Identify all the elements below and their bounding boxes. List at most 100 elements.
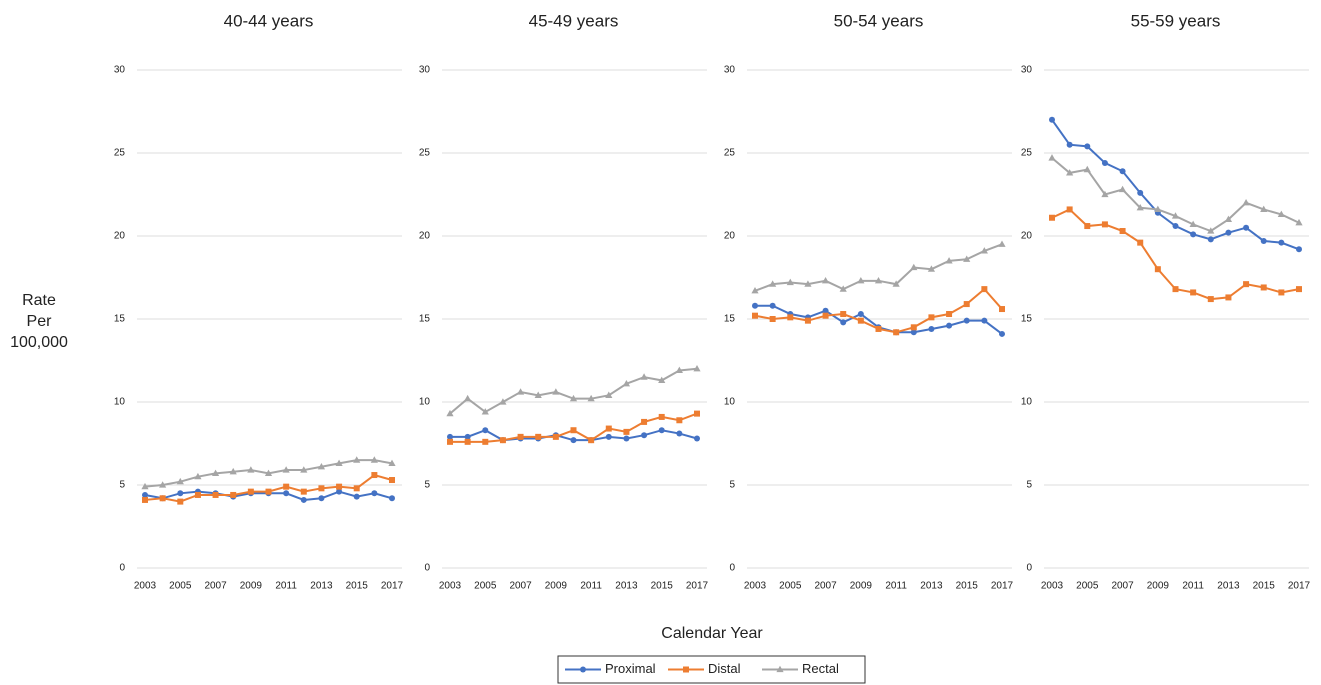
marker <box>1190 231 1197 238</box>
marker <box>857 317 864 324</box>
x-tick-label: 2011 <box>1182 581 1204 592</box>
x-tick-label: 2017 <box>991 581 1014 592</box>
marker <box>1119 168 1126 175</box>
marker <box>928 314 935 321</box>
marker <box>176 477 184 485</box>
marker <box>230 491 237 498</box>
marker <box>981 317 988 324</box>
marker <box>875 325 882 332</box>
legend-marker <box>776 665 784 673</box>
marker <box>1224 215 1233 222</box>
x-tick-label: 2003 <box>134 581 157 592</box>
marker <box>211 469 220 476</box>
y-tick-label: 30 <box>724 65 736 76</box>
marker <box>317 462 326 470</box>
marker <box>142 496 148 503</box>
marker <box>141 482 149 490</box>
marker <box>769 302 776 309</box>
marker <box>981 286 988 293</box>
marker <box>946 322 953 329</box>
marker <box>177 490 184 497</box>
marker <box>1049 116 1055 123</box>
marker <box>605 433 612 440</box>
legend-box <box>557 655 866 684</box>
marker <box>482 427 489 434</box>
marker <box>1119 228 1126 235</box>
marker <box>1083 165 1091 173</box>
marker <box>336 488 343 495</box>
marker <box>752 312 758 319</box>
marker <box>481 408 489 415</box>
marker <box>282 466 290 473</box>
y-tick-label: 30 <box>114 65 126 76</box>
marker <box>247 488 254 495</box>
marker <box>821 277 830 284</box>
marker <box>1260 237 1267 244</box>
marker <box>1066 169 1074 176</box>
x-tick-label: 2011 <box>580 581 602 592</box>
marker <box>658 413 665 420</box>
marker <box>1172 286 1179 293</box>
y-tick-label: 20 <box>724 231 736 242</box>
y-tick-label: 25 <box>419 148 431 159</box>
marker <box>1190 289 1197 296</box>
marker <box>1048 154 1056 161</box>
y-tick-label: 15 <box>724 314 736 325</box>
marker <box>570 437 577 444</box>
legend-marker <box>580 666 586 673</box>
y-tick-label: 0 <box>119 563 125 574</box>
x-tick-label: 2007 <box>1111 581 1134 592</box>
y-tick-label: 5 <box>729 480 735 491</box>
marker <box>874 277 883 284</box>
marker <box>353 485 360 492</box>
marker <box>229 467 237 475</box>
marker <box>1278 289 1285 296</box>
marker <box>1260 205 1268 213</box>
marker <box>336 483 343 490</box>
y-tick-label: 10 <box>114 397 126 408</box>
x-tick-label: 2017 <box>1288 581 1311 592</box>
marker <box>318 485 325 492</box>
legend: Proximal Distal Rectal <box>557 655 866 684</box>
marker <box>675 366 683 374</box>
marker <box>1172 223 1179 230</box>
legend-label: Distal <box>708 661 741 676</box>
marker <box>388 459 396 467</box>
marker <box>1296 246 1302 253</box>
marker <box>787 314 794 321</box>
marker <box>552 388 560 395</box>
y-tick-label: 0 <box>729 563 735 574</box>
marker <box>1277 210 1285 218</box>
y-tick-label: 25 <box>724 148 736 159</box>
x-tick-label: 2007 <box>814 581 837 592</box>
marker <box>499 398 507 405</box>
marker <box>499 437 506 444</box>
x-tick-label: 2015 <box>956 581 979 592</box>
marker <box>194 472 202 480</box>
marker <box>353 456 361 463</box>
y-label-box: Rate Per 100,000 <box>10 292 68 351</box>
marker <box>892 280 900 287</box>
marker <box>694 410 700 417</box>
x-tick-label: 2011 <box>885 581 907 592</box>
marker <box>857 311 864 318</box>
marker <box>587 394 595 402</box>
marker <box>142 491 148 498</box>
marker <box>804 280 812 287</box>
legend-label: Rectal <box>802 661 839 676</box>
marker <box>751 286 759 294</box>
marker <box>1101 159 1108 166</box>
marker <box>371 490 378 497</box>
marker <box>641 432 648 439</box>
marker <box>552 433 559 440</box>
marker <box>676 417 683 424</box>
y-tick-label: 5 <box>424 480 430 491</box>
marker <box>1137 189 1144 196</box>
marker <box>447 433 453 440</box>
marker <box>464 438 471 445</box>
series-line <box>1051 119 1300 251</box>
x-tick-label: 2015 <box>1253 581 1276 592</box>
marker <box>980 247 988 254</box>
marker <box>946 311 953 318</box>
